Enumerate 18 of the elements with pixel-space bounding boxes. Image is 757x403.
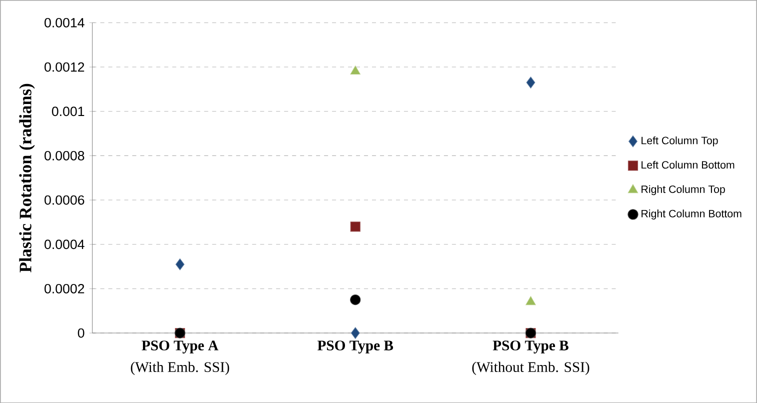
y-axis-title: Plastic Rotation (radians) (19, 84, 35, 272)
x-tick-label: PSO Type A (142, 340, 218, 354)
y-tick-label: 0.0008 (44, 150, 84, 160)
legend-label: Right Column Bottom (642, 209, 742, 220)
legend-label: Right Column Top (642, 185, 725, 195)
x-tick-label: PSO Type B (492, 340, 568, 354)
y-tick-label: 0 (78, 328, 84, 338)
y-tick-label: 0.0014 (44, 18, 84, 28)
y-tick-label: 0.0004 (44, 239, 84, 249)
y-tick-label: 0.0002 (44, 284, 84, 294)
legend-label: Left Column Bottom (642, 160, 734, 168)
legend-label: Left Column Top (642, 136, 718, 146)
y-tick-label: 0.0012 (44, 62, 84, 72)
text: (Without Emb. SSI) (472, 362, 590, 375)
text: (With Emb. SSI) (130, 362, 230, 375)
y-tick-label: 0.0006 (44, 195, 84, 205)
y-tick-label: 0.001 (52, 106, 84, 116)
x-tick-label: PSO Type B (317, 340, 394, 354)
